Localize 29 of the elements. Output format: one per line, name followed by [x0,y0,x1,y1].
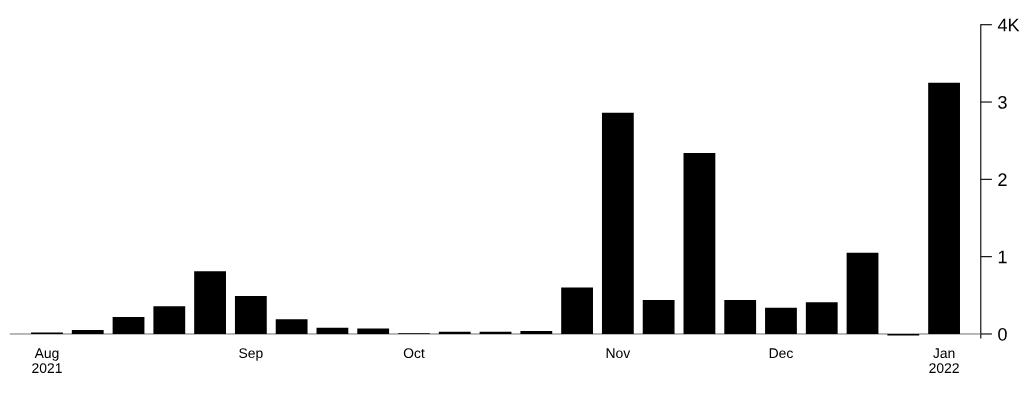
bar [601,112,634,334]
bar [724,299,757,334]
bar [153,306,186,334]
x-tick-label: Oct [403,348,425,359]
x-tick-label: Jan 2022 [929,348,959,374]
bar [234,296,267,334]
x-tick-label: Dec [769,348,793,359]
bar [683,153,716,334]
bar [520,330,553,334]
y-tick-label: 1 [998,250,1007,264]
y-tick-label: 0 [998,327,1007,341]
bar [846,252,879,334]
bar [765,307,797,334]
bar [112,316,145,334]
bar [194,271,226,334]
x-tick-label: Nov [606,348,631,359]
bar [928,82,960,334]
bar [71,330,104,334]
bar [561,287,593,334]
y-tick-label: 4K [997,18,1020,32]
bar [275,319,308,334]
y-tick-label: 3 [998,95,1007,109]
bar [642,299,675,334]
y-tick-label: 2 [998,173,1007,186]
bar [805,302,838,334]
bar [316,327,349,334]
x-tick-label: Sep [239,348,263,361]
bar [357,328,390,334]
x-tick-label: Aug 2021 [32,348,62,374]
